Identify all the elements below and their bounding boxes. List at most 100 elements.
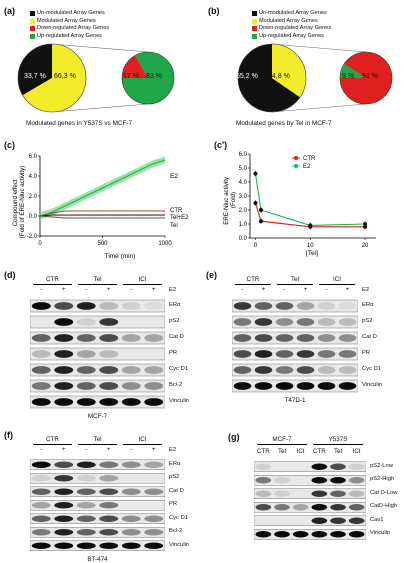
legend-item: Un-modulated Array Genes: [30, 10, 109, 18]
blot-band: [254, 318, 273, 326]
blot-band: [233, 382, 252, 390]
group-header: ICI: [138, 276, 147, 283]
blot-band: [274, 477, 290, 484]
blot-band: [311, 531, 328, 538]
row-label: Vinculin: [370, 530, 391, 537]
legend-item: Un-modulated Array Genes: [252, 10, 331, 18]
blot-band: [330, 463, 346, 470]
blot-band: [255, 477, 272, 484]
blot-band: [317, 350, 336, 358]
blot-band: [76, 542, 96, 549]
blot-band: [254, 302, 273, 310]
blot-band: [76, 488, 96, 495]
blot-strip: [30, 500, 165, 511]
blot-strip: [30, 527, 165, 538]
blot-band: [144, 334, 164, 342]
blot-band: [292, 531, 309, 538]
blot-band: [121, 529, 141, 536]
y-tick-label: 2.0: [29, 194, 38, 200]
group-underline: [123, 444, 162, 445]
y-tick-label: 5.0: [239, 166, 248, 172]
blot-band: [338, 350, 357, 358]
blot-band: [76, 398, 96, 406]
blot-band: [76, 461, 96, 468]
blot-band: [144, 542, 164, 549]
row-label: Cav1: [370, 516, 384, 523]
row-label: Vinculin: [169, 541, 190, 548]
blot-band: [144, 398, 164, 406]
blot-band: [296, 302, 315, 310]
blot-band: [311, 477, 328, 484]
blot-strip: [30, 473, 165, 484]
row-label: pS2: [362, 318, 373, 324]
pie-sub-label-right: 91 %: [362, 73, 378, 80]
blot-band: [99, 382, 119, 390]
blot-band: [121, 398, 141, 406]
pie-slice-modulated: [272, 43, 307, 98]
y-tick-label: 0.0: [239, 236, 248, 242]
blot-band: [54, 334, 74, 342]
series-point-e2: [258, 208, 263, 212]
y-axis-label: ERE-Nluc activity (Fold): [223, 175, 237, 225]
pie-slice-modulated: [22, 43, 87, 112]
blot-band: [121, 515, 141, 522]
blot-strip: [30, 486, 165, 497]
cell-line-label: MCF-7: [87, 413, 108, 420]
axes-c: -2.0 0.0 2.0 4.0 6.0 0 500 1000: [27, 154, 173, 247]
series-label-ctr: CTR: [170, 208, 183, 214]
y-tick-label: 6.0: [29, 154, 38, 160]
panel-c2-chart: ERE-Nluc activity (Fold) 0.0 1.0 2.0 3.0 4.0…: [223, 152, 376, 257]
blot-band: [254, 366, 273, 374]
panel-b-caption: Modulated genes by Tel in MCF-7: [236, 120, 332, 127]
legend-item: Modulated Array Genes: [30, 18, 109, 26]
x-axis-label: [Tel]: [306, 250, 318, 257]
blot-band: [54, 542, 74, 549]
series-line-tel-e2: [39, 214, 165, 217]
legend-item: Up-regulated Array Genes: [30, 33, 109, 41]
group-underline: [78, 284, 117, 285]
blot-band: [121, 488, 141, 495]
panel-c2-label: (c'): [214, 140, 228, 150]
row-label: ERα: [169, 302, 181, 308]
series-point-e2: [253, 171, 258, 176]
blot-band: [275, 334, 294, 342]
blot-band: [99, 398, 119, 406]
pie-sub: [121, 51, 175, 105]
series-line-ctr: [39, 210, 165, 217]
pie-slice-unmodulated: [18, 44, 52, 96]
blot-band: [99, 515, 119, 522]
x-tick-label: 0: [254, 243, 258, 249]
blot-band: [348, 477, 365, 484]
row-label: Cat D: [362, 334, 377, 340]
cell-line-label: T47D-1: [284, 397, 306, 404]
group-header: Tel: [290, 276, 300, 283]
blot-band: [99, 350, 119, 358]
blot-f: [30, 459, 165, 551]
lane-sign: +: [61, 286, 66, 293]
row-label: Cat D: [169, 334, 184, 340]
y-tick-label: 3.0: [239, 194, 248, 200]
row-label: Cyc D1: [362, 366, 382, 372]
row-label: PR: [169, 350, 178, 356]
blot-band: [31, 529, 51, 536]
blot-band: [255, 504, 272, 511]
blot-strip: [30, 459, 165, 470]
blot-band: [76, 302, 96, 310]
series-line-e2: [39, 159, 166, 217]
row-label: Cyc D1: [169, 366, 189, 372]
legend-item: Up-regulated Array Genes: [252, 33, 331, 41]
lane-label: ICI: [352, 448, 361, 455]
blot-band: [348, 490, 365, 497]
lane-label: CTR: [312, 448, 326, 455]
panel-a-pies: [17, 43, 175, 113]
lane-sign: -: [325, 286, 328, 293]
panel-e-label: (e): [206, 270, 217, 280]
pie-connector: [51, 43, 149, 113]
blot-band: [54, 318, 74, 326]
blot-strip: [30, 513, 165, 524]
series-point-ctr: [258, 219, 263, 224]
legend-c2: CTR E2: [292, 156, 316, 170]
blot-band: [254, 334, 273, 342]
blot-band: [99, 366, 119, 374]
panel-f-label: (f): [4, 430, 13, 440]
